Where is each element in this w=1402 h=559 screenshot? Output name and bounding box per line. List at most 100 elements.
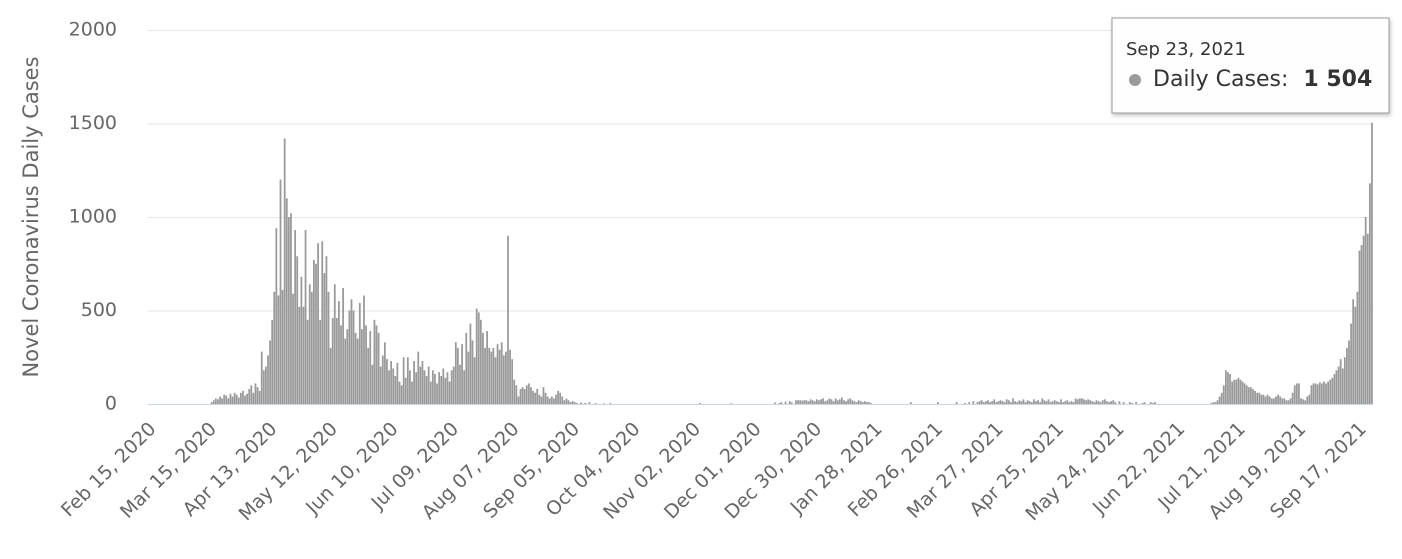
bar (442, 368, 445, 404)
bar (1143, 402, 1146, 404)
bar (258, 390, 261, 404)
bar (1055, 401, 1058, 404)
bar (1327, 381, 1330, 404)
bar (340, 325, 342, 404)
y-tick-label: 1000 (69, 206, 117, 228)
bar (482, 332, 484, 404)
bar (1216, 400, 1219, 404)
bar (855, 402, 858, 404)
bar (1058, 402, 1060, 404)
bar (843, 400, 845, 404)
bar (1014, 401, 1016, 404)
bar (580, 402, 582, 404)
bar (396, 362, 399, 404)
bar (509, 349, 511, 404)
bar (335, 317, 338, 404)
bar (496, 344, 499, 404)
bar (223, 394, 226, 404)
bar (1275, 396, 1277, 404)
bar (1070, 401, 1073, 404)
bar (271, 319, 274, 404)
bar (507, 235, 509, 404)
bar (1135, 402, 1138, 404)
bar (1254, 390, 1256, 404)
bar (1154, 402, 1156, 404)
bar (292, 293, 294, 404)
bar (1016, 402, 1019, 404)
bar (1368, 183, 1371, 404)
bar (859, 401, 862, 404)
bar (287, 217, 290, 404)
bar (388, 370, 390, 404)
bar (849, 398, 852, 404)
bar (588, 402, 591, 404)
bar (1026, 400, 1029, 404)
bar (317, 243, 319, 404)
bar (530, 387, 532, 404)
bar (828, 398, 831, 404)
bar (1024, 402, 1027, 404)
bar (1012, 398, 1014, 404)
bar (210, 402, 213, 404)
bar (997, 401, 1000, 404)
bar (1214, 402, 1217, 404)
bar (260, 351, 263, 404)
tooltip-value: 1 504 (1303, 67, 1372, 92)
bar (546, 396, 549, 404)
bar (212, 400, 215, 404)
bar (1318, 382, 1321, 404)
bar (815, 399, 818, 404)
bar (1310, 385, 1313, 404)
bar (381, 355, 384, 404)
bar (1348, 340, 1350, 404)
bar (567, 400, 570, 404)
bar (221, 398, 223, 404)
bar (1312, 383, 1315, 404)
bar (298, 306, 301, 404)
bar (540, 396, 543, 404)
bar (1041, 398, 1044, 404)
bar (1298, 383, 1300, 404)
bar (803, 400, 806, 404)
bar (1103, 399, 1106, 404)
bar (1352, 299, 1355, 404)
bar (838, 399, 841, 404)
bar (1239, 379, 1242, 404)
bar (559, 392, 562, 404)
bar (321, 241, 324, 404)
bar (294, 230, 297, 404)
bar (365, 325, 367, 404)
bar (1072, 402, 1075, 404)
bar (371, 364, 374, 404)
bar (991, 401, 994, 404)
bar (1241, 381, 1244, 404)
bar (1293, 385, 1296, 404)
bar (348, 310, 351, 404)
bar (275, 228, 278, 404)
bar (440, 375, 443, 404)
bar (250, 385, 253, 404)
bar (548, 398, 551, 404)
bar (325, 256, 328, 404)
bar (502, 355, 505, 404)
bar (805, 400, 808, 404)
bar (832, 401, 835, 404)
bar (730, 403, 733, 404)
bar (569, 402, 572, 404)
bar (1235, 379, 1238, 404)
bar (1229, 374, 1231, 404)
bar (1323, 381, 1325, 404)
tooltip-marker (1129, 74, 1141, 86)
bar (861, 402, 864, 404)
bar (327, 291, 330, 404)
bar (219, 396, 221, 404)
bar (820, 399, 822, 404)
bar (400, 385, 403, 404)
bar (427, 366, 430, 404)
bar (446, 372, 449, 404)
bar (834, 398, 837, 404)
bar (265, 366, 267, 404)
bar (1222, 385, 1225, 404)
bar (532, 390, 534, 404)
